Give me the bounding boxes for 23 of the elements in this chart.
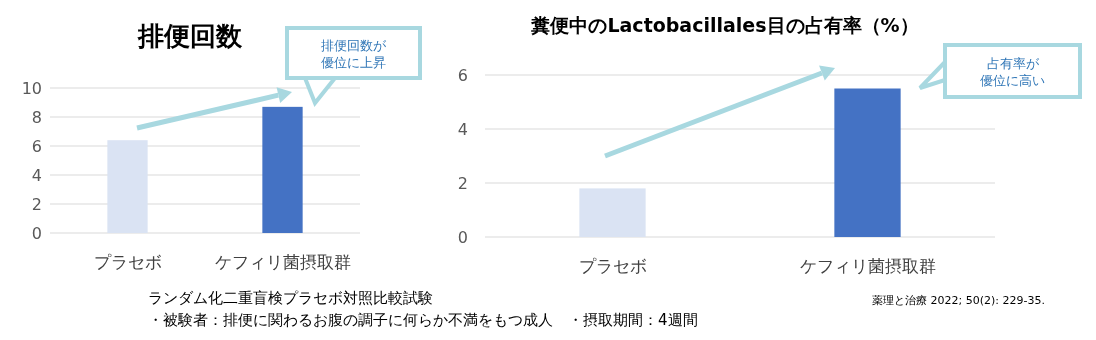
x-tick-label: ケフィリ菌摂取群	[214, 252, 351, 272]
chart-title: 排便回数	[137, 21, 243, 51]
annotation: 優位に高い	[980, 72, 1045, 88]
text: 排便回数が	[321, 37, 387, 53]
y-tick-label: 0	[457, 228, 468, 247]
y-tick-label: 6	[31, 137, 42, 156]
y-tick-label: 2	[457, 174, 468, 193]
x-tick-label: ケフィリ菌摂取群	[799, 256, 936, 276]
y-tick-label: 4	[31, 166, 42, 185]
y-tick-label: 6	[457, 66, 468, 85]
y-tick-label: 2	[31, 195, 42, 214]
y-tick-label: 0	[31, 224, 42, 243]
y-tick-label: 8	[31, 108, 42, 127]
y-tick-label: 4	[457, 120, 468, 139]
x-tick-label: プラセボ	[578, 256, 647, 276]
text: 薬理と治療 2022; 50(2): 229-35.	[872, 294, 1045, 307]
chart-title: 糞便中のLactobacillales目の占有率（%）	[530, 14, 919, 36]
text: ランダム化二重盲検プラセボ対照比較試験	[148, 289, 433, 307]
x-tick-label: プラセボ	[93, 252, 162, 272]
text: 優位に上昇	[321, 54, 386, 70]
text: 占有率が	[986, 55, 1040, 71]
text: ・被験者：排便に関わるお腹の調子に何らか不満をもつ成人 ・摂取期間：4週間	[148, 311, 698, 329]
y-tick-label: 10	[21, 79, 42, 98]
